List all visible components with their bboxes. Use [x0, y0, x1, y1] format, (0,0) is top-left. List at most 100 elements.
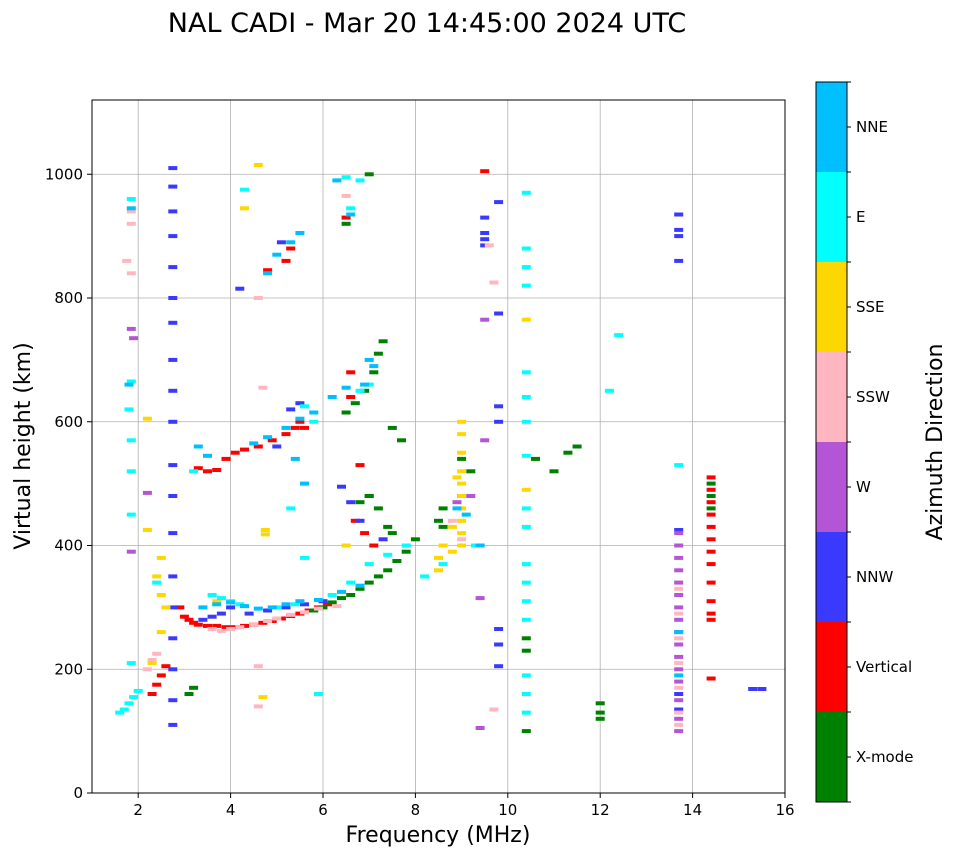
- data-point: [706, 506, 716, 511]
- data-point: [240, 187, 249, 192]
- data-point: [521, 710, 531, 715]
- data-point: [193, 444, 203, 449]
- data-point: [360, 531, 370, 536]
- data-point: [364, 494, 374, 498]
- series-nnw: [168, 166, 767, 727]
- data-point: [235, 286, 245, 291]
- data-point: [226, 600, 236, 605]
- data-point: [531, 456, 540, 461]
- data-point: [295, 419, 305, 424]
- data-point: [706, 494, 716, 498]
- x-tick-label: 16: [775, 801, 794, 819]
- data-point: [240, 604, 249, 609]
- data-point: [489, 280, 499, 285]
- data-point: [494, 404, 504, 409]
- data-point: [152, 682, 162, 687]
- data-point: [364, 562, 374, 567]
- data-point: [337, 484, 346, 489]
- data-point: [276, 616, 286, 621]
- data-point: [572, 444, 582, 449]
- data-point: [126, 221, 136, 226]
- data-point: [286, 506, 296, 511]
- data-point: [230, 450, 240, 455]
- data-point: [706, 611, 716, 616]
- data-point: [521, 453, 531, 458]
- data-point: [253, 664, 263, 669]
- data-point: [369, 370, 379, 375]
- data-point: [674, 707, 684, 712]
- data-point: [447, 518, 457, 523]
- data-point: [221, 456, 231, 461]
- data-point: [341, 193, 351, 198]
- colorbar-segment: [816, 172, 847, 262]
- data-point: [674, 710, 684, 715]
- data-point: [480, 237, 490, 242]
- y-tick-label: 1000: [45, 165, 83, 183]
- data-point: [355, 463, 365, 468]
- data-point: [290, 456, 300, 461]
- data-point: [337, 596, 346, 601]
- series-ssw: [122, 193, 684, 727]
- data-point: [184, 617, 194, 622]
- data-point: [452, 475, 462, 480]
- data-point: [355, 518, 365, 523]
- data-point: [387, 531, 397, 536]
- data-point: [706, 524, 716, 529]
- data-point: [521, 729, 531, 734]
- colorbar-category-label: SSW: [856, 388, 890, 406]
- data-point: [674, 580, 684, 585]
- data-point: [272, 252, 282, 257]
- data-point: [272, 616, 282, 621]
- data-point: [179, 614, 189, 619]
- data-point: [521, 419, 531, 424]
- data-point: [674, 729, 684, 734]
- data-point: [147, 692, 157, 696]
- colorbar-category-label: Vertical: [856, 658, 912, 676]
- data-point: [466, 494, 476, 498]
- y-tick-label: 0: [73, 784, 83, 802]
- data-point: [260, 528, 270, 532]
- data-point: [300, 481, 309, 486]
- data-point: [674, 234, 684, 239]
- data-point: [706, 481, 716, 486]
- data-point: [383, 568, 393, 573]
- data-point: [207, 593, 217, 597]
- data-point: [216, 596, 226, 601]
- data-point: [126, 549, 136, 554]
- data-point: [332, 178, 342, 183]
- data-point: [240, 206, 249, 211]
- data-point: [327, 395, 337, 399]
- data-point: [313, 606, 323, 611]
- data-point: [475, 596, 485, 601]
- data-point: [674, 679, 684, 684]
- data-point: [267, 619, 277, 623]
- y-tick-label: 400: [54, 537, 83, 555]
- data-point: [434, 518, 443, 523]
- data-point: [383, 524, 393, 529]
- data-point: [489, 707, 499, 712]
- plot-frame: [91, 99, 786, 794]
- data-point: [290, 602, 300, 607]
- data-point: [373, 351, 383, 356]
- data-point: [193, 622, 203, 627]
- data-point: [168, 320, 178, 325]
- data-point: [494, 642, 504, 647]
- data-point: [346, 395, 356, 399]
- data-point: [142, 528, 152, 532]
- data-point: [240, 447, 249, 452]
- data-point: [142, 416, 152, 421]
- data-point: [126, 438, 136, 443]
- data-point: [286, 240, 296, 245]
- data-point: [300, 425, 309, 430]
- data-point: [244, 611, 254, 616]
- data-point: [286, 612, 296, 617]
- data-point: [341, 410, 351, 415]
- data-point: [290, 425, 300, 430]
- data-point: [272, 605, 282, 610]
- data-point: [168, 605, 178, 610]
- data-point: [122, 258, 132, 263]
- data-point: [355, 388, 365, 393]
- data-point: [480, 169, 490, 174]
- data-point: [674, 654, 684, 659]
